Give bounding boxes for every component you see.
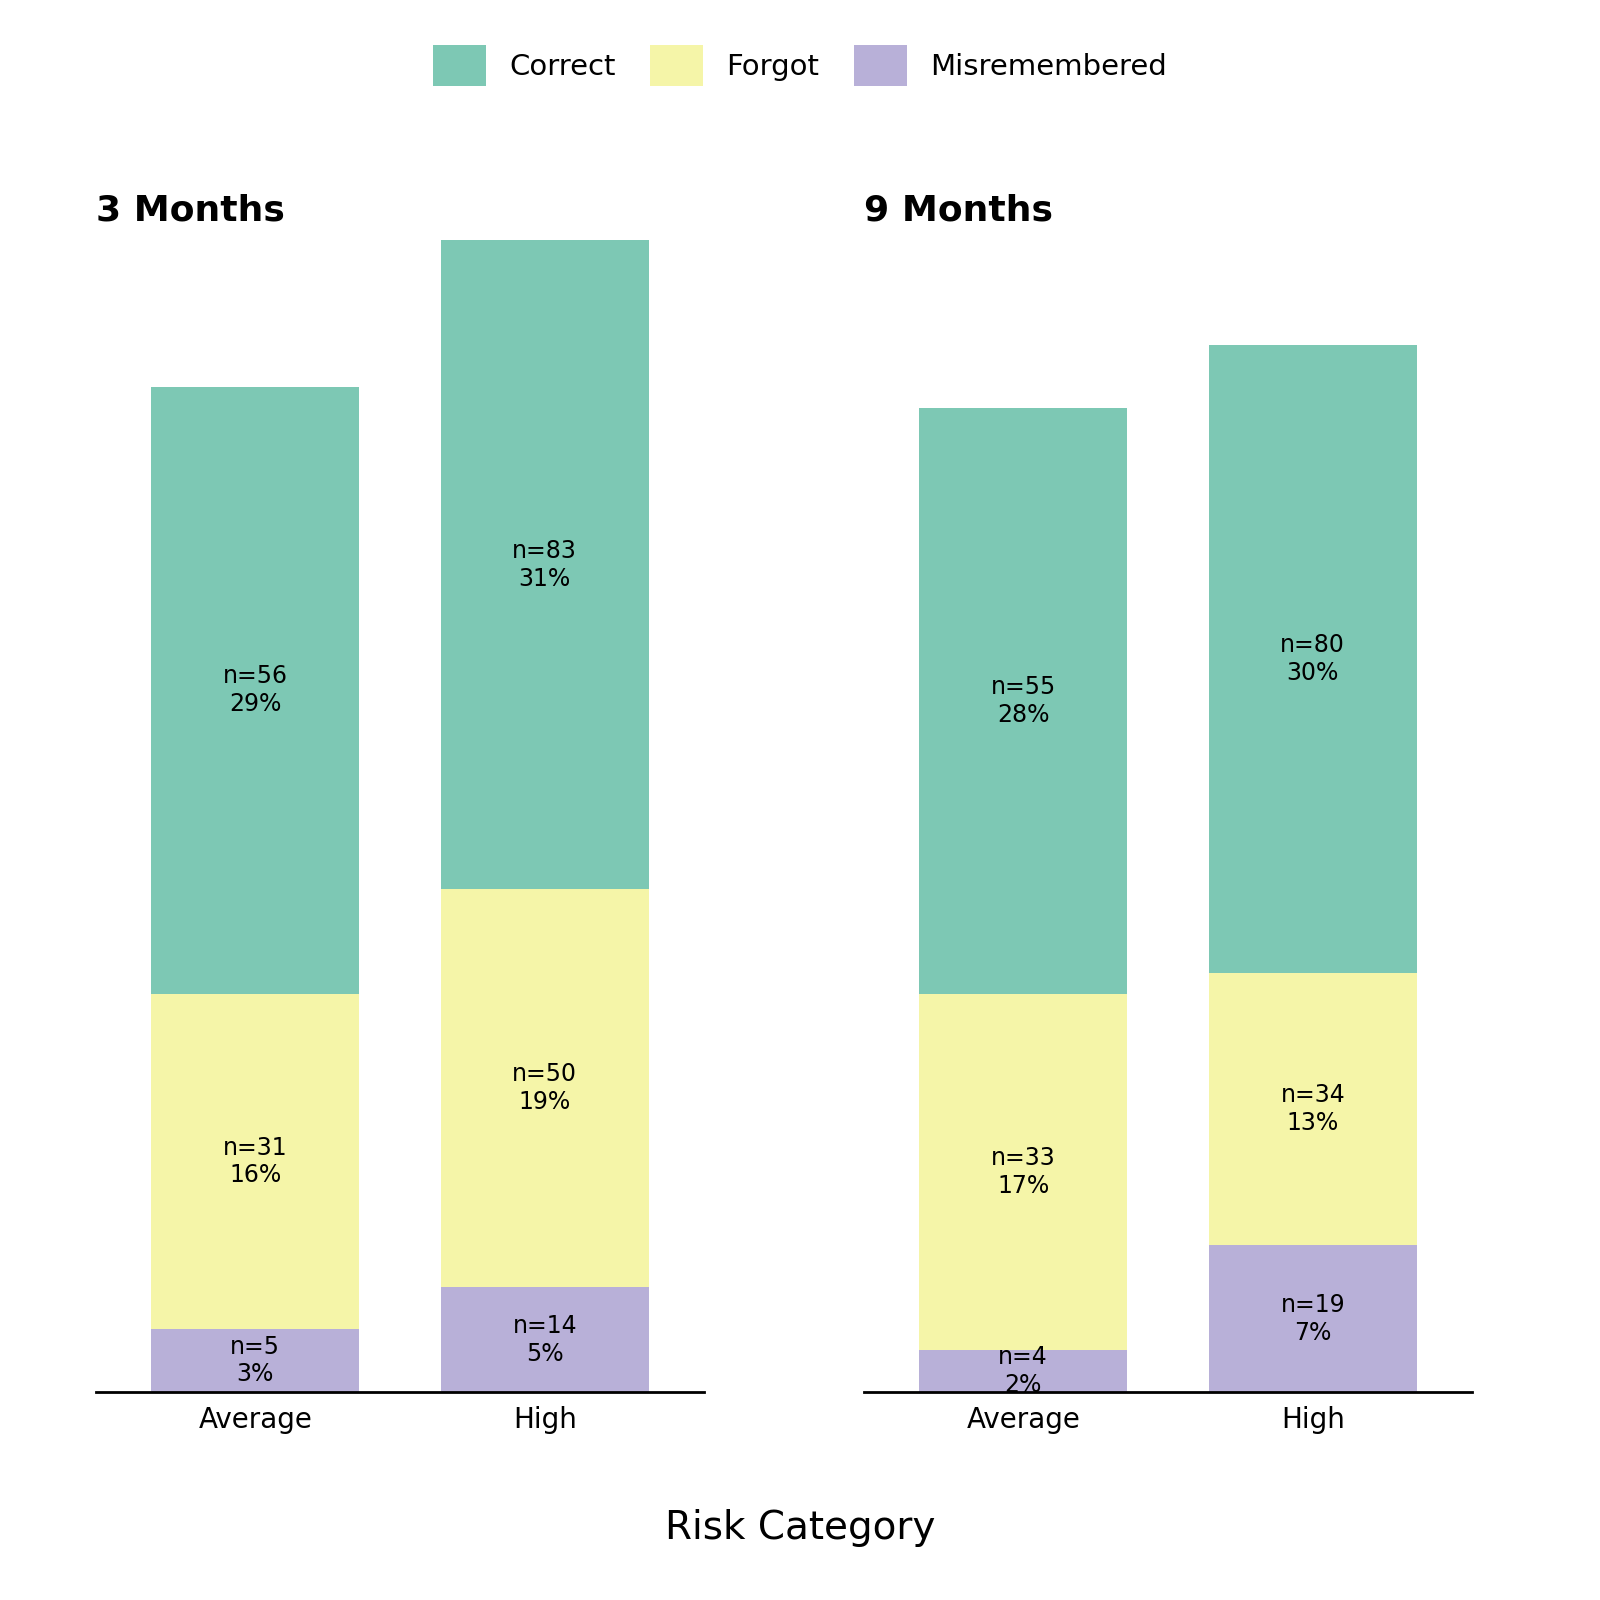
Bar	[1208, 973, 1418, 1245]
Text: 9 Months: 9 Months	[864, 194, 1053, 227]
Text: n=55
28%: n=55 28%	[990, 675, 1056, 726]
Text: n=4
2%: n=4 2%	[998, 1346, 1048, 1397]
Bar	[150, 1330, 360, 1392]
Text: n=56
29%: n=56 29%	[222, 664, 288, 717]
Bar	[440, 240, 650, 890]
Bar	[918, 994, 1128, 1350]
Bar	[918, 1350, 1128, 1392]
Legend: Correct, Forgot, Misremembered: Correct, Forgot, Misremembered	[419, 30, 1181, 101]
Bar	[918, 408, 1128, 994]
Bar	[150, 387, 360, 994]
Bar	[1208, 1245, 1418, 1392]
Text: n=83
31%: n=83 31%	[512, 539, 578, 590]
Text: n=34
13%: n=34 13%	[1280, 1083, 1346, 1134]
Text: n=14
5%: n=14 5%	[512, 1314, 578, 1365]
Text: n=19
7%: n=19 7%	[1280, 1293, 1346, 1344]
Text: n=31
16%: n=31 16%	[222, 1136, 288, 1187]
Text: Risk Category: Risk Category	[666, 1509, 934, 1547]
Text: n=80
30%: n=80 30%	[1280, 634, 1346, 685]
Bar	[150, 994, 360, 1330]
Bar	[440, 1288, 650, 1392]
Text: 3 Months: 3 Months	[96, 194, 285, 227]
Text: n=5
3%: n=5 3%	[230, 1334, 280, 1387]
Bar	[1208, 344, 1418, 973]
Bar	[440, 890, 650, 1288]
Text: n=50
19%: n=50 19%	[512, 1062, 578, 1114]
Text: n=33
17%: n=33 17%	[990, 1146, 1056, 1198]
